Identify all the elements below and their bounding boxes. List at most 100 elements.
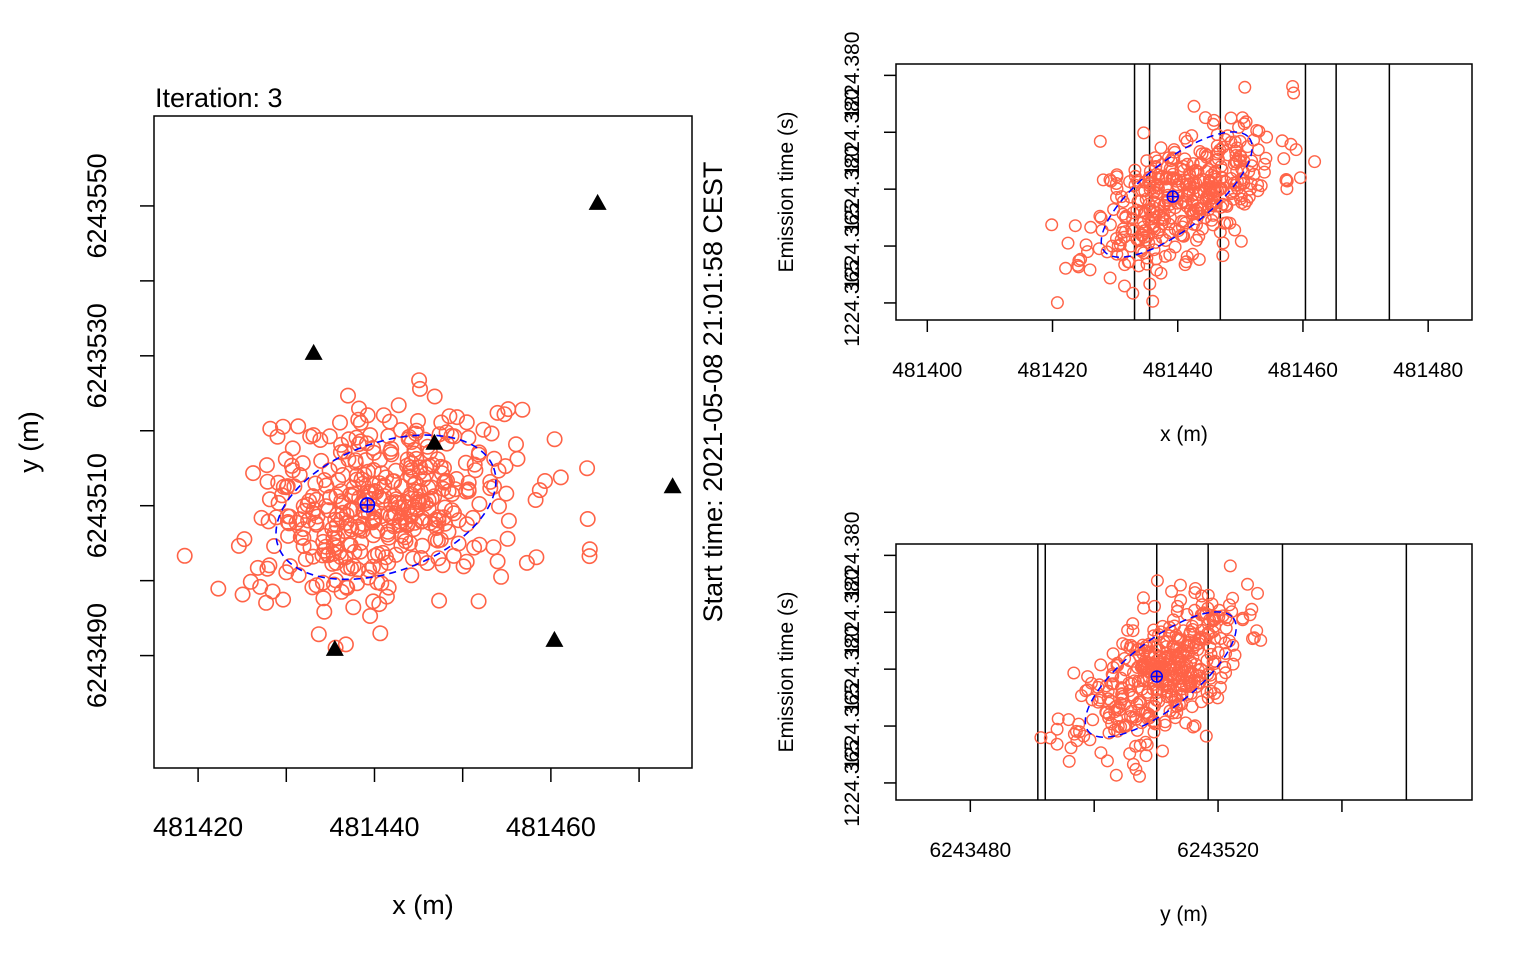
sample-point — [1216, 249, 1230, 263]
x-tick-label: 481400 — [892, 359, 962, 382]
sample-point — [460, 474, 477, 491]
sample-point — [457, 454, 474, 471]
sample-point — [514, 401, 531, 418]
sample-point — [1208, 687, 1222, 701]
sample-point — [348, 429, 365, 446]
sample-point — [380, 579, 397, 596]
sample-point — [1146, 200, 1160, 214]
sample-point — [1191, 643, 1205, 657]
sample-point — [380, 428, 397, 445]
y-tick-label: 1224.380 — [841, 145, 864, 233]
sample-point — [546, 431, 563, 448]
sample-point — [307, 514, 324, 531]
sample-point — [458, 553, 475, 570]
sample-point — [1143, 277, 1157, 291]
sample-point — [1062, 754, 1076, 768]
sample-point — [1106, 647, 1120, 661]
hydrophone-marker — [545, 630, 564, 647]
sample-point — [1201, 691, 1215, 705]
sample-point — [1151, 653, 1165, 667]
sample-point — [471, 495, 488, 512]
sample-point — [350, 411, 367, 428]
sample-point — [1176, 159, 1190, 173]
sample-point — [278, 479, 295, 496]
sample-point — [482, 473, 499, 490]
sample-point — [1243, 608, 1257, 622]
sample-point — [1170, 706, 1184, 720]
sample-point — [445, 547, 462, 564]
sample-point — [436, 499, 453, 516]
sample-point — [431, 592, 448, 609]
sample-point — [1195, 222, 1209, 236]
sample-point — [324, 555, 341, 572]
sample-point — [527, 491, 544, 508]
sample-point — [411, 380, 428, 397]
sample-point — [1121, 255, 1135, 269]
sample-point — [1225, 605, 1239, 619]
sample-point — [466, 456, 483, 473]
sample-point — [1146, 221, 1160, 235]
sample-point — [1071, 258, 1085, 272]
sample-point — [1207, 113, 1221, 127]
sample-point — [1152, 628, 1166, 642]
sample-point — [1195, 589, 1209, 603]
sample-point — [1123, 710, 1137, 724]
sample-point — [1128, 710, 1142, 724]
sample-point — [1233, 153, 1247, 167]
sample-point — [1143, 204, 1157, 218]
sample-point — [1137, 601, 1151, 615]
sample-point — [393, 527, 410, 544]
sample-point — [1193, 669, 1207, 683]
sample-point — [300, 512, 317, 529]
sample-point — [390, 397, 407, 414]
sample-point — [270, 494, 287, 511]
sample-point — [312, 431, 329, 448]
sample-point — [1186, 165, 1200, 179]
sample-point — [1093, 134, 1107, 148]
sample-point — [1128, 178, 1142, 192]
sample-point — [1126, 286, 1140, 300]
y-time-samples — [1034, 559, 1268, 783]
sample-point — [1286, 79, 1300, 93]
sample-point — [1159, 677, 1173, 691]
sample-point — [1238, 80, 1252, 94]
sample-point — [365, 593, 382, 610]
sample-point — [489, 404, 506, 421]
sample-point — [339, 387, 356, 404]
sample-point — [1183, 654, 1197, 668]
sample-point — [1222, 598, 1236, 612]
sample-point — [1198, 111, 1212, 125]
sample-point — [281, 515, 298, 532]
sample-point — [364, 558, 381, 575]
sample-point — [1234, 189, 1248, 203]
sample-point — [333, 511, 350, 528]
sample-point — [458, 516, 475, 533]
sample-point — [1159, 233, 1173, 247]
sample-point — [347, 452, 364, 469]
sample-point — [353, 534, 370, 551]
y-tick-label: 6243490 — [82, 603, 112, 708]
sample-point — [1224, 135, 1238, 149]
sample-point — [1275, 134, 1289, 148]
sample-point — [1181, 187, 1195, 201]
sample-point — [1074, 689, 1088, 703]
map-x-label: x (m) — [392, 890, 453, 920]
sample-point — [366, 547, 383, 564]
sample-point — [1150, 574, 1164, 588]
x-time-x-axis: 481400 481420 481440 481460 481480 — [892, 320, 1463, 382]
sample-point — [355, 475, 372, 492]
y-time-x-label: y (m) — [1160, 903, 1208, 926]
sample-point — [1124, 239, 1138, 253]
sample-point — [1115, 225, 1129, 239]
sample-point — [485, 539, 502, 556]
sample-point — [1092, 242, 1106, 256]
sample-point — [496, 406, 513, 423]
sample-point — [1137, 224, 1151, 238]
x-tick-label: 481420 — [153, 812, 243, 842]
sample-point — [1205, 213, 1219, 227]
sample-point — [343, 521, 360, 538]
sample-point — [310, 626, 327, 643]
sample-point — [411, 372, 428, 389]
sample-point — [438, 424, 455, 441]
sample-point — [364, 439, 381, 456]
